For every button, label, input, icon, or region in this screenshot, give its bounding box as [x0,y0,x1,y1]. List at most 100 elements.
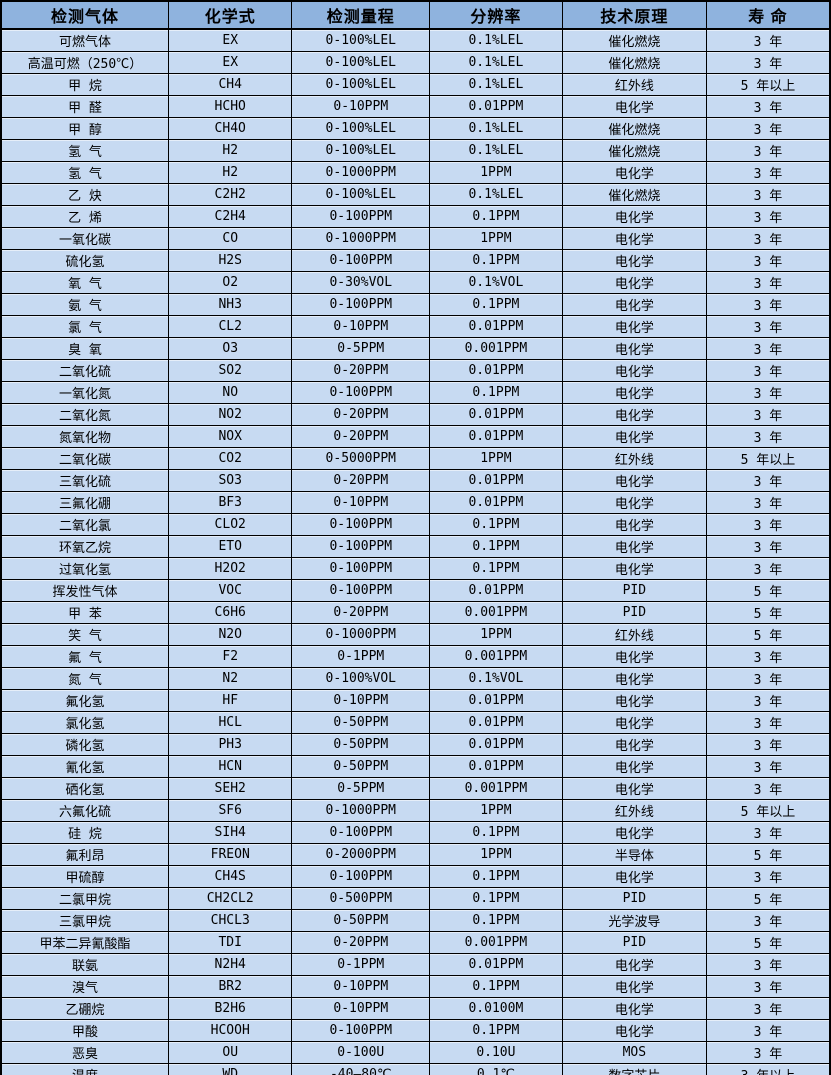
principle-cell: 电化学 [561,777,707,800]
range-cell: 0-100%LEL [291,139,431,162]
resolution-cell: 0.1PPM [429,975,563,998]
table-row: 氢 气 H2 0-100%LEL 0.1%LEL 催化燃烧 3 年 [0,139,831,162]
principle-cell: 电化学 [561,513,707,536]
range-cell: 0-20PPM [291,425,431,448]
table-row: 一氧化氮 NO 0-100PPM 0.1PPM 电化学 3 年 [0,381,831,404]
gas-name-cell: 二氧化硫 [0,359,169,382]
lifespan-cell: 3 年 [705,1041,831,1064]
principle-cell: 电化学 [561,975,707,998]
gas-name-cell: 温度 [0,1063,169,1075]
gas-name-cell: 乙 炔 [0,183,169,206]
formula-cell: VOC [167,579,293,602]
formula-cell: BR2 [167,975,293,998]
resolution-cell: 0.001PPM [429,601,563,624]
gas-name-cell: 氯 气 [0,315,169,338]
table-row: 二氧化硫 SO2 0-20PPM 0.01PPM 电化学 3 年 [0,359,831,382]
table-row: 氰化氢 HCN 0-50PPM 0.01PPM 电化学 3 年 [0,755,831,778]
principle-cell: 电化学 [561,381,707,404]
lifespan-cell: 3 年 [705,249,831,272]
lifespan-cell: 5 年 [705,623,831,646]
lifespan-cell: 3 年 [705,865,831,888]
table-row: 臭 氧 O3 0-5PPM 0.001PPM 电化学 3 年 [0,337,831,360]
gas-name-cell: 二氯甲烷 [0,887,169,910]
range-cell: 0-100%VOL [291,667,431,690]
gas-name-cell: 氢 气 [0,139,169,162]
table-row: 恶臭 OU 0-100U 0.10U MOS 3 年 [0,1041,831,1064]
formula-cell: CLO2 [167,513,293,536]
formula-cell: H2O2 [167,557,293,580]
range-cell: 0-10PPM [291,315,431,338]
lifespan-cell: 3 年 [705,51,831,74]
lifespan-cell: 3 年 [705,95,831,118]
lifespan-cell: 5 年 [705,887,831,910]
table-row: 三氯甲烷 CHCL3 0-50PPM 0.1PPM 光学波导 3 年 [0,909,831,932]
lifespan-cell: 3 年 [705,821,831,844]
principle-cell: 电化学 [561,755,707,778]
lifespan-cell: 3 年 [705,359,831,382]
principle-cell: 催化燃烧 [561,183,707,206]
table-row: 氮氧化物 NOX 0-20PPM 0.01PPM 电化学 3 年 [0,425,831,448]
lifespan-cell: 3 年 [705,271,831,294]
principle-cell: 电化学 [561,491,707,514]
gas-name-cell: 氰化氢 [0,755,169,778]
formula-cell: WD [167,1063,293,1075]
formula-cell: F2 [167,645,293,668]
range-cell: 0-1000PPM [291,623,431,646]
principle-cell: PID [561,887,707,910]
formula-cell: NOX [167,425,293,448]
resolution-cell: 0.1%LEL [429,28,563,52]
formula-cell: O2 [167,271,293,294]
resolution-cell: 0.01PPM [429,359,563,382]
formula-cell: SO2 [167,359,293,382]
table-row: 挥发性气体 VOC 0-100PPM 0.01PPM PID 5 年 [0,579,831,602]
principle-cell: 电化学 [561,227,707,250]
range-cell: 0-20PPM [291,601,431,624]
range-cell: 0-50PPM [291,909,431,932]
lifespan-cell: 5 年以上 [705,447,831,470]
range-cell: 0-30%VOL [291,271,431,294]
formula-cell: NO [167,381,293,404]
resolution-cell: 0.1PPM [429,293,563,316]
formula-cell: B2H6 [167,997,293,1020]
resolution-cell: 0.001PPM [429,645,563,668]
principle-cell: 红外线 [561,799,707,822]
formula-cell: CH4O [167,117,293,140]
principle-cell: 电化学 [561,689,707,712]
gas-name-cell: 乙硼烷 [0,997,169,1020]
resolution-cell: 0.1PPM [429,513,563,536]
resolution-cell: 0.1PPM [429,887,563,910]
range-cell: 0-2000PPM [291,843,431,866]
resolution-cell: 0.01PPM [429,315,563,338]
principle-cell: 催化燃烧 [561,28,707,52]
table-row: 氨 气 NH3 0-100PPM 0.1PPM 电化学 3 年 [0,293,831,316]
table-row: 乙 烯 C2H4 0-100PPM 0.1PPM 电化学 3 年 [0,205,831,228]
resolution-cell: 0.01PPM [429,689,563,712]
gas-name-cell: 过氧化氢 [0,557,169,580]
gas-name-cell: 氮氧化物 [0,425,169,448]
gas-name-cell: 氟利昂 [0,843,169,866]
range-cell: 0-100PPM [291,579,431,602]
principle-cell: 数字芯片 [561,1063,707,1075]
range-cell: 0-20PPM [291,469,431,492]
lifespan-cell: 3 年 [705,777,831,800]
principle-cell: MOS [561,1041,707,1064]
range-cell: 0-1000PPM [291,161,431,184]
gas-name-cell: 硅 烷 [0,821,169,844]
lifespan-cell: 3 年 [705,425,831,448]
formula-cell: N2O [167,623,293,646]
formula-cell: H2 [167,161,293,184]
resolution-cell: 0.1PPM [429,557,563,580]
lifespan-cell: 3 年 [705,28,831,52]
principle-cell: PID [561,601,707,624]
formula-cell: N2 [167,667,293,690]
column-header-range: 检测量程 [291,0,431,30]
resolution-cell: 0.1%LEL [429,117,563,140]
formula-cell: HCOOH [167,1019,293,1042]
header-row: 检测气体 化学式 检测量程 分辨率 技术原理寿 命 [0,0,831,30]
table-row: 氟化氢 HF 0-10PPM 0.01PPM 电化学 3 年 [0,689,831,712]
principle-cell: 电化学 [561,953,707,976]
resolution-cell: 0.1%VOL [429,271,563,294]
principle-cell: 电化学 [561,997,707,1020]
lifespan-cell: 3 年 [705,557,831,580]
